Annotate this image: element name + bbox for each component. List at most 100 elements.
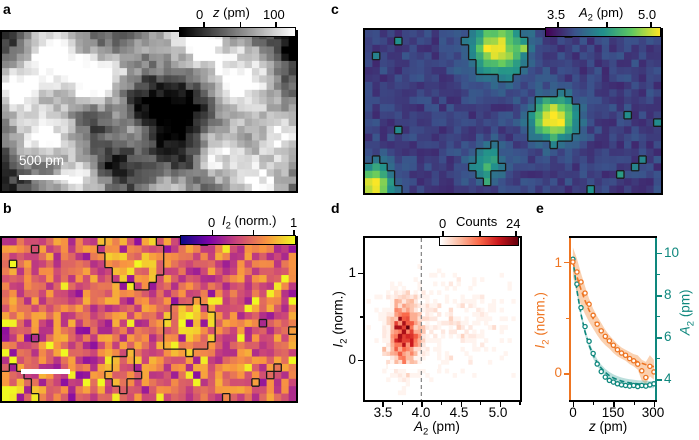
- panel-e-right-ytick-8: 8: [664, 287, 672, 302]
- panel-e-top-axis-line: [569, 236, 657, 238]
- axis-tick-mark: [360, 316, 363, 318]
- panel-d-colorbar-gradient: [440, 237, 518, 245]
- panel-d-histogram2d: [365, 238, 520, 400]
- axis-tick-mark: [557, 22, 559, 27]
- panel-a-colorbar-min: 0: [196, 7, 204, 22]
- panel-e-label: e: [536, 200, 544, 216]
- axis-tick-mark: [480, 402, 482, 405]
- axis-tick-mark: [564, 261, 569, 264]
- axis-tick-mark: [657, 295, 662, 297]
- axis-tick-mark: [657, 379, 662, 381]
- panel-b-current-map: [2, 238, 296, 401]
- panel-c-scalebar: [388, 364, 438, 369]
- axis-tick-mark: [657, 337, 662, 339]
- axis-tick-mark: [382, 402, 384, 407]
- panel-d-y-axis-title: I2 (norm.): [330, 291, 350, 348]
- panel-d-xtick-3.5: 3.5: [373, 405, 393, 420]
- panel-b-colorbar-min: 0: [208, 215, 216, 230]
- axis-tick-mark: [293, 230, 295, 235]
- panel-e-xtick-150: 150: [601, 405, 625, 420]
- axis-tick-mark: [515, 231, 517, 236]
- axis-tick-mark: [479, 231, 481, 236]
- axis-tick-mark: [657, 358, 660, 360]
- panel-d-xtick-5.0: 5.0: [488, 405, 508, 420]
- panel-c-image-frame: [363, 28, 663, 195]
- panel-c-amplitude-map: [365, 30, 661, 193]
- axis-tick-mark: [566, 317, 569, 319]
- panel-e-left-ytick-0: 0: [554, 365, 562, 380]
- panel-e-xtick-300: 300: [641, 405, 665, 420]
- panel-d-ytick-0: 0: [348, 352, 356, 367]
- panel-a-image-frame: [0, 30, 298, 193]
- panel-d-plot-frame: [363, 236, 522, 402]
- panel-d-colorbar-max: 24: [506, 216, 521, 231]
- axis-tick-mark: [421, 402, 423, 407]
- axis-tick-mark: [460, 402, 462, 407]
- panel-c-colorbar-max: 5.0: [638, 7, 657, 22]
- panel-b-colorbar: [180, 235, 296, 245]
- panel-d-x-axis-title: A2 (pm): [414, 419, 460, 438]
- panel-d-ytick-1: 1: [348, 265, 356, 280]
- panel-c-colorbar-title: A2 (pm): [579, 5, 624, 24]
- panel-e-x-axis-title: z (pm): [589, 419, 628, 434]
- panel-d-xtick-4.5: 4.5: [449, 405, 469, 420]
- axis-tick-mark: [211, 230, 214, 235]
- panel-d-colorbar: [439, 236, 519, 246]
- panel-b-image-frame: [0, 236, 298, 403]
- axis-tick-mark: [593, 402, 595, 405]
- panel-d-colorbar-min: 0: [439, 216, 447, 231]
- panel-a-scalebar-label: 500 pm: [19, 153, 65, 168]
- panel-c-colorbar: [545, 27, 661, 37]
- axis-tick-mark: [564, 373, 569, 375]
- panel-e-right-y-axis-title: A2 (pm): [677, 289, 697, 336]
- panel-e-bottom-axis-line: [569, 400, 657, 402]
- panel-a-colorbar-max: 100: [263, 7, 285, 22]
- axis-tick-mark: [572, 402, 575, 407]
- panel-e-left-axis-line: [569, 236, 571, 402]
- panel-c-colorbar-min: 3.5: [547, 7, 566, 22]
- axis-tick-mark: [633, 402, 635, 405]
- panel-d-xtick-4.0: 4.0: [411, 405, 431, 420]
- axis-tick-mark: [275, 22, 277, 27]
- panel-c-colorbar-gradient: [546, 28, 660, 36]
- axis-tick-mark: [203, 22, 205, 27]
- axis-tick-mark: [499, 402, 502, 407]
- panel-e-right-axis-line: [655, 236, 657, 402]
- panel-c-label: c: [331, 1, 339, 17]
- axis-tick-mark: [401, 402, 404, 405]
- panel-e-right-ytick-6: 6: [664, 329, 672, 344]
- panel-a-label: a: [3, 1, 11, 17]
- panel-b-scalebar: [21, 369, 70, 374]
- panel-b-colorbar-max: 1: [290, 215, 298, 230]
- panel-e-right-ytick-4: 4: [664, 371, 672, 386]
- panel-e-left-ytick-1: 1: [554, 255, 562, 270]
- panel-e-decay-plot: [571, 238, 655, 400]
- panel-b-colorbar-title: I2 (norm.): [222, 213, 277, 232]
- axis-tick-mark: [657, 273, 660, 276]
- axis-tick-mark: [606, 22, 608, 27]
- axis-tick-mark: [653, 402, 656, 407]
- panel-e-left-y-axis-title: I2 (norm.): [532, 292, 552, 349]
- panel-a-colorbar: [179, 27, 296, 37]
- panel-d-label: d: [331, 200, 340, 216]
- panel-b-label: b: [3, 200, 12, 216]
- panel-e-xtick-0: 0: [569, 405, 577, 420]
- axis-tick-mark: [657, 252, 662, 255]
- axis-tick-mark: [519, 402, 521, 405]
- panel-a-colorbar-title: z (pm): [213, 5, 250, 20]
- panel-b-colorbar-gradient: [181, 236, 295, 244]
- axis-tick-mark: [358, 359, 363, 362]
- panel-d-colorbar-title: Counts: [456, 214, 498, 229]
- axis-tick-mark: [650, 22, 652, 27]
- panel-a-scalebar: [19, 175, 69, 180]
- axis-tick-mark: [442, 231, 444, 236]
- axis-tick-mark: [440, 402, 443, 405]
- axis-tick-mark: [657, 316, 660, 318]
- axis-tick-mark: [358, 272, 363, 275]
- panel-a-topography-image: [2, 32, 296, 191]
- axis-tick-mark: [613, 402, 615, 407]
- panel-a-colorbar-gradient: [180, 28, 295, 36]
- panel-e-right-ytick-10: 10: [664, 245, 680, 260]
- axis-tick-mark: [239, 22, 242, 27]
